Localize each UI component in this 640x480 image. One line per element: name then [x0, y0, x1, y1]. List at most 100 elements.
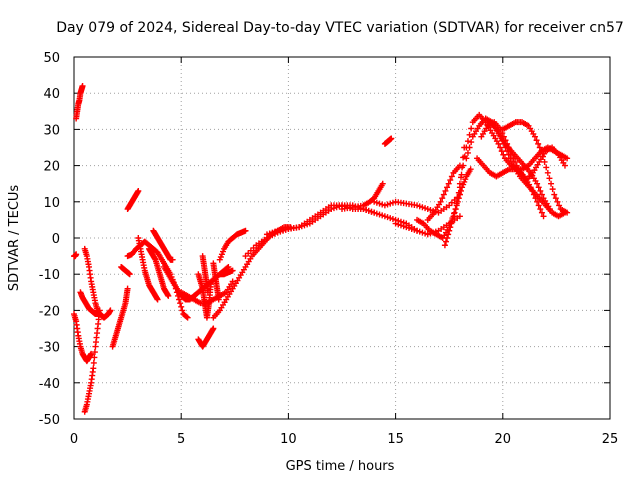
data-point-marker: [548, 180, 555, 187]
data-point-marker: [538, 209, 545, 216]
data-point-marker: [466, 131, 473, 138]
data-point-marker: [388, 135, 395, 142]
series-s10: [124, 238, 191, 321]
y-tick-label: -50: [39, 413, 60, 428]
y-tick-label: -40: [39, 377, 60, 392]
x-axis-label: GPS time / hours: [286, 459, 395, 474]
data-point-marker: [458, 171, 465, 178]
x-tick-label: 10: [280, 432, 297, 447]
data-point-marker: [242, 227, 249, 234]
data-point-marker: [184, 314, 191, 321]
data-point-marker: [449, 216, 456, 223]
data-point-marker: [556, 202, 563, 209]
data-point-marker: [178, 303, 185, 310]
data-point-marker: [534, 180, 541, 187]
series-s19: [210, 260, 222, 303]
data-point-marker: [90, 365, 97, 372]
data-point-marker: [177, 300, 184, 307]
series-s12: [146, 245, 172, 299]
data-point-marker: [538, 191, 545, 198]
series-s4: [81, 307, 103, 415]
data-point-marker: [554, 198, 561, 205]
data-point-marker: [534, 198, 541, 205]
data-point-marker: [464, 149, 471, 156]
data-marks: [71, 82, 571, 415]
data-point-marker: [460, 181, 467, 188]
data-point-marker: [552, 195, 559, 202]
series-s30: [424, 162, 463, 223]
data-point-marker: [464, 138, 471, 145]
data-point-marker: [442, 238, 449, 245]
y-tick-label: 0: [52, 232, 60, 247]
data-point-marker: [502, 144, 509, 151]
data-point-marker: [217, 254, 224, 261]
data-point-marker: [535, 184, 542, 191]
data-point-marker: [165, 292, 172, 299]
series-s37: [484, 119, 568, 220]
data-point-marker: [452, 206, 459, 213]
data-point-marker: [462, 176, 469, 183]
data-point-marker: [507, 155, 514, 162]
data-point-marker: [451, 209, 458, 216]
data-point-marker: [456, 191, 463, 198]
data-point-marker: [154, 296, 161, 303]
data-point-marker: [446, 227, 453, 234]
data-point-marker: [538, 148, 545, 155]
series-s31: [441, 166, 474, 249]
data-point-marker: [205, 289, 211, 296]
data-point-marker: [445, 180, 452, 187]
data-point-marker: [225, 263, 232, 270]
data-point-marker: [220, 248, 227, 255]
y-axis-label: SDTVAR / TECUs: [7, 185, 22, 292]
series-s21: [216, 227, 249, 263]
data-point-marker: [561, 162, 568, 169]
data-point-marker: [543, 164, 550, 171]
data-point-marker: [455, 195, 462, 202]
data-point-marker: [541, 158, 548, 165]
data-point-marker: [371, 209, 378, 216]
chart-title: Day 079 of 2024, Sidereal Day-to-day VTE…: [56, 20, 624, 36]
data-point-marker: [96, 311, 103, 318]
data-point-marker: [546, 175, 553, 182]
data-point-marker: [79, 82, 86, 89]
data-point-marker: [535, 202, 542, 209]
data-point-marker: [495, 140, 502, 147]
data-point-marker: [499, 137, 506, 144]
data-point-marker: [536, 144, 543, 151]
data-point-marker: [124, 285, 131, 292]
data-point-marker: [466, 144, 473, 151]
series-s3: [73, 82, 86, 122]
x-tick-label: 0: [70, 432, 78, 447]
series-s11: [135, 235, 161, 303]
data-point-marker: [497, 144, 504, 151]
series-s8: [118, 263, 133, 278]
data-point-marker: [229, 267, 236, 274]
data-point-marker: [91, 354, 98, 361]
y-tick-labels: -50 -40 -30 -20 -10 0 10 20 30 40 50: [39, 51, 60, 428]
data-point-marker: [441, 242, 448, 249]
series-s26: [381, 135, 395, 147]
grid-lines: [74, 57, 610, 419]
data-point-marker: [439, 195, 446, 202]
y-tick-label: -10: [39, 268, 60, 283]
x-tick-label: 5: [177, 432, 185, 447]
data-point-marker: [508, 158, 515, 165]
x-tick-label: 20: [495, 432, 512, 447]
y-tick-label: 30: [43, 123, 60, 138]
data-point-marker: [468, 125, 475, 132]
data-point-marker: [459, 184, 466, 191]
data-point-marker: [533, 137, 540, 144]
data-point-marker: [437, 198, 444, 205]
data-point-marker: [447, 177, 454, 184]
data-point-marker: [445, 231, 452, 238]
data-point-marker: [88, 350, 95, 357]
data-point-marker: [453, 202, 460, 209]
series-s22: [216, 267, 236, 278]
series-s6: [77, 289, 103, 318]
data-point-marker: [210, 325, 217, 332]
data-point-marker: [549, 186, 556, 193]
data-point-marker: [531, 133, 538, 140]
data-point-marker: [442, 187, 449, 194]
data-point-marker: [457, 187, 464, 194]
